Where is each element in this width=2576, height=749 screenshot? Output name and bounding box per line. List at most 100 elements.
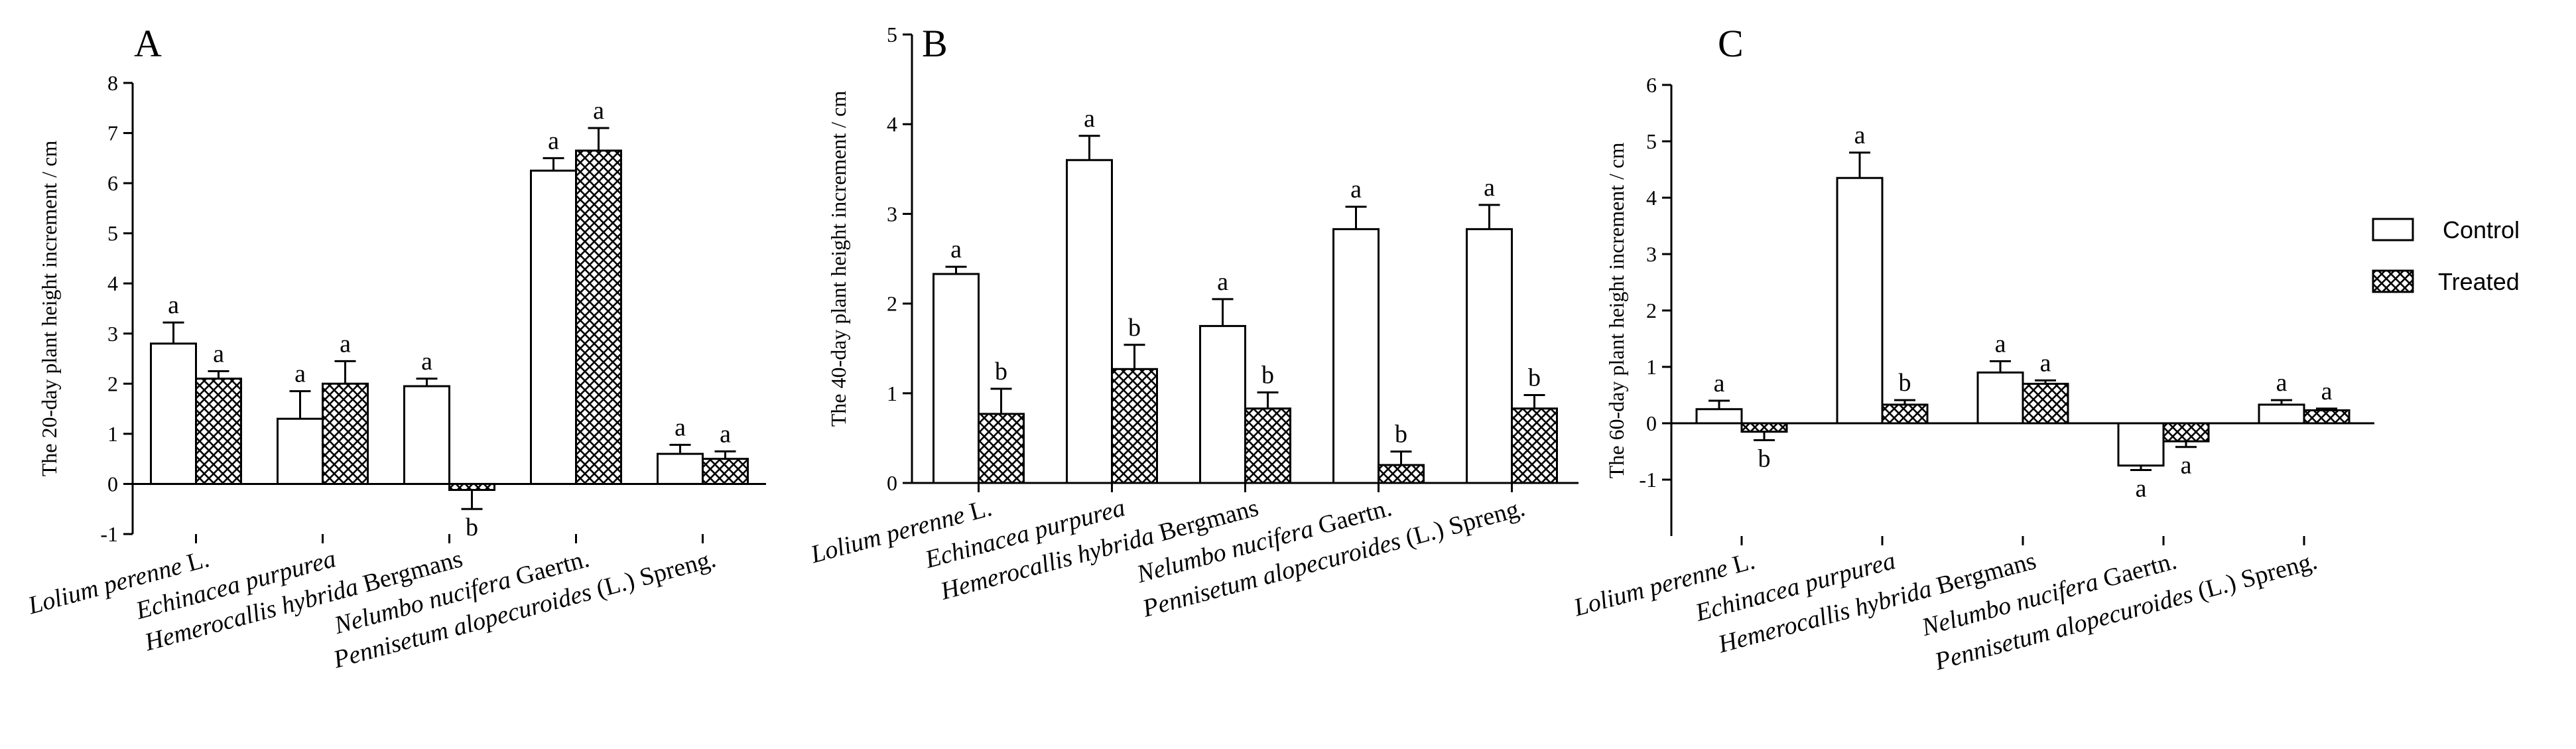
bar-treated	[978, 413, 1025, 484]
y-tick-label: 2	[1646, 299, 1657, 322]
significance-label: a	[1714, 370, 1725, 397]
y-tick-label: 3	[887, 202, 897, 226]
significance-label: a	[168, 291, 179, 319]
chart-panels: A -1 0 1 2 3 4 5 6 7 8 The 20-day plant height incr…	[25, 22, 2374, 676]
significance-label: b	[1758, 445, 1771, 473]
significance-label: a	[1995, 330, 2006, 358]
bar-control	[1199, 324, 1246, 484]
y-tick-label: -1	[100, 522, 118, 546]
bar-treated	[1111, 368, 1158, 484]
bar-treated	[2303, 409, 2351, 425]
bar-control	[530, 169, 577, 485]
y-tick-label: 0	[887, 471, 897, 495]
y-tick-label: 1	[1646, 355, 1657, 379]
y-tick-label: 3	[1646, 242, 1657, 266]
bar-control	[277, 417, 324, 485]
y-tick-label: 4	[1646, 186, 1657, 210]
y-tick-label: 1	[107, 422, 118, 446]
y-tick-label: 2	[887, 292, 897, 316]
bar-treated	[1244, 407, 1291, 484]
significance-label: b	[466, 513, 478, 541]
bar-control	[150, 342, 197, 485]
y-tick-label: 6	[1646, 73, 1657, 97]
bar-treated	[195, 377, 242, 485]
bar-control	[657, 452, 704, 485]
significance-label: a	[294, 360, 306, 388]
legend-swatch-treated	[2372, 269, 2414, 293]
y-axis-title: The 60-day plant height increment / cm	[1604, 143, 1628, 479]
significance-label: b	[1899, 369, 1911, 397]
y-tick-label: 1	[887, 381, 897, 405]
panel-letter: A	[134, 22, 162, 65]
legend-label-treated: Treated	[2438, 268, 2520, 295]
significance-label: a	[2276, 369, 2287, 397]
significance-label: a	[1854, 121, 1866, 149]
bar-control	[1976, 372, 2024, 425]
bar-control	[1066, 159, 1113, 484]
y-tick-label: 6	[107, 171, 118, 195]
y-tick-label: 4	[107, 271, 118, 295]
bar-treated	[702, 458, 749, 485]
significance-label: a	[2321, 377, 2333, 405]
significance-label: b	[1528, 364, 1541, 392]
y-tick-label: 0	[1646, 411, 1657, 435]
bar-treated	[2162, 422, 2210, 443]
bar-treated	[448, 482, 495, 492]
y-tick-label: 2	[107, 372, 118, 395]
significance-label: a	[2181, 452, 2192, 480]
significance-label: b	[1395, 421, 1407, 448]
significance-label: a	[720, 420, 731, 448]
bar-control	[2117, 422, 2165, 467]
bar-treated	[575, 149, 622, 485]
significance-label: a	[1484, 174, 1495, 202]
significance-label: a	[340, 330, 351, 358]
significance-label: a	[2040, 349, 2051, 377]
y-tick-label: 8	[107, 71, 118, 95]
significance-label: a	[548, 127, 559, 155]
bar-control	[1466, 228, 1513, 484]
bar-control	[2258, 403, 2305, 425]
panel-C: C -1 0 1 2 3 4 5 6 The 60-day plant height increm…	[1571, 22, 2374, 676]
significance-label: a	[593, 97, 604, 125]
significance-label: b	[995, 358, 1007, 385]
panel-letter: B	[922, 22, 948, 65]
bar-control	[933, 273, 980, 484]
legend: Control Treated	[2372, 216, 2520, 295]
y-tick-label: 4	[887, 112, 897, 136]
bar-control	[1836, 176, 1884, 425]
y-axis-title: The 20-day plant height increment / cm	[37, 141, 61, 477]
bar-treated	[2022, 383, 2069, 425]
y-tick-label: 0	[107, 472, 118, 496]
significance-label: b	[1261, 361, 1274, 389]
significance-label: a	[675, 414, 686, 442]
y-axis-title: The 40-day plant height increment / cm	[826, 91, 850, 427]
significance-label: a	[1217, 268, 1228, 296]
bar-control	[403, 385, 450, 485]
y-tick-label: 5	[887, 23, 897, 46]
significance-label: b	[1128, 314, 1141, 342]
bar-treated	[322, 382, 369, 485]
y-tick-label: 5	[1646, 129, 1657, 153]
y-tick-label: -1	[1639, 468, 1657, 492]
bar-control	[1332, 228, 1380, 484]
panel-B: B 0 1 2 3 4 5 The 40-day plant height increment…	[807, 22, 1578, 623]
legend-label-control: Control	[2443, 216, 2520, 243]
significance-label: a	[2136, 475, 2147, 503]
significance-label: a	[950, 236, 962, 263]
y-tick-label: 5	[107, 222, 118, 245]
bar-treated	[1378, 464, 1425, 484]
significance-label: a	[421, 348, 432, 375]
significance-label: a	[1350, 176, 1362, 204]
bar-treated	[1511, 407, 1558, 484]
panel-letter: C	[1718, 22, 1744, 65]
panel-A: A -1 0 1 2 3 4 5 6 7 8 The 20-day plant height incr…	[25, 22, 766, 674]
significance-label: a	[213, 340, 224, 368]
y-tick-label: 3	[107, 322, 118, 346]
bar-treated	[1740, 422, 1788, 433]
legend-swatch-control	[2372, 218, 2414, 241]
y-tick-label: 7	[107, 121, 118, 145]
bar-treated	[1881, 403, 1929, 425]
bar-control	[1695, 408, 1743, 425]
significance-label: a	[1084, 105, 1095, 133]
